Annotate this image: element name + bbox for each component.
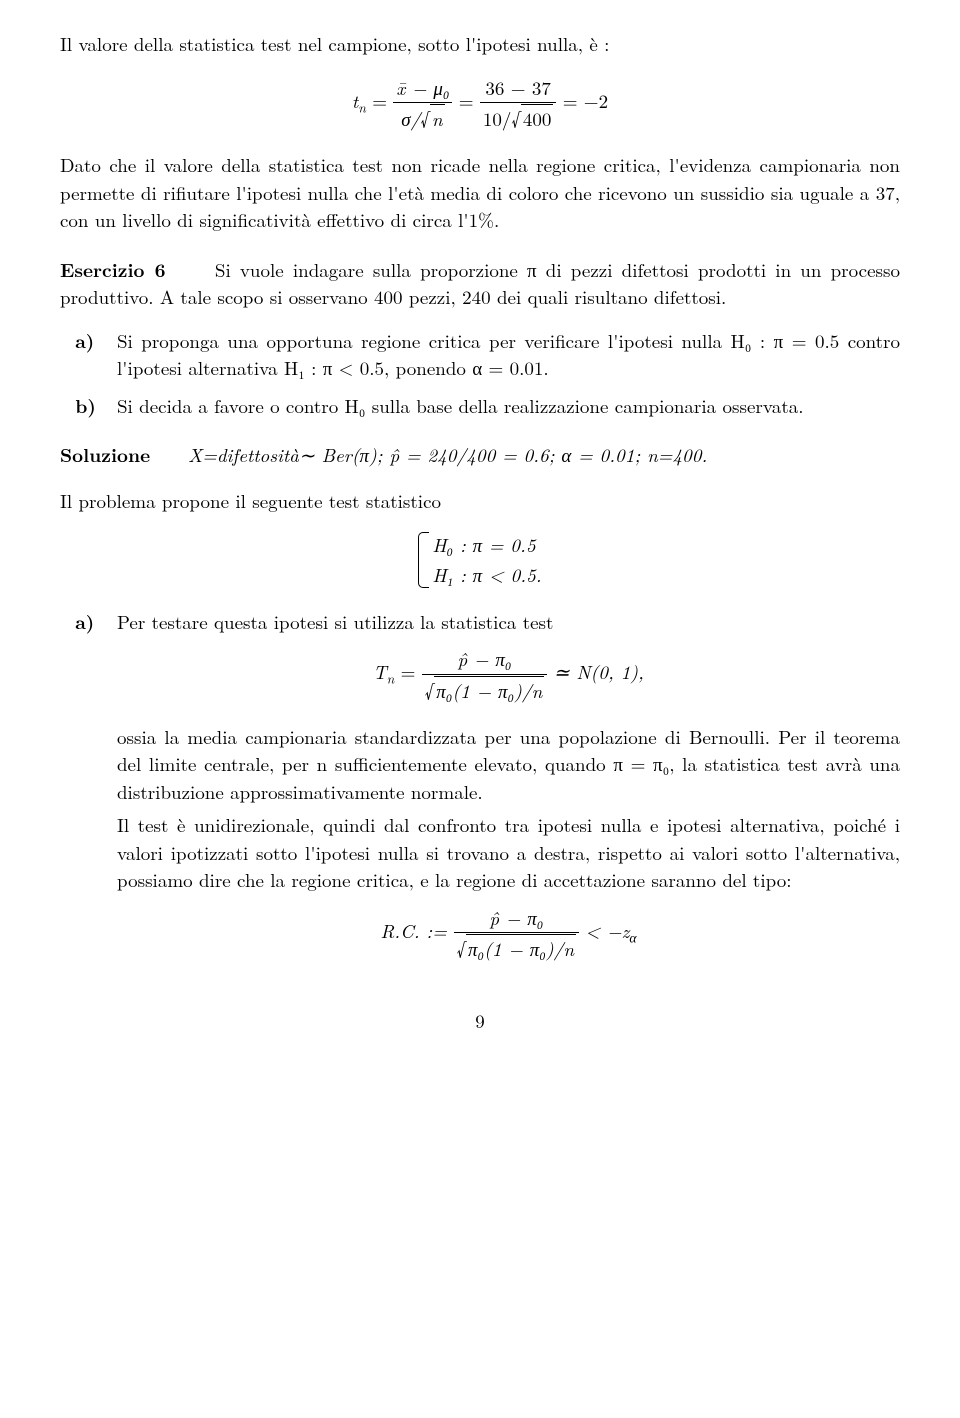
- radical-RC: [457, 935, 466, 962]
- item-a-body: Si proponga una opportuna regione critic…: [117, 327, 900, 382]
- case-h1: H₁ : π < 0.5.: [432, 560, 541, 590]
- frac-Tn: p̂ − π₀ π₀(1 − π₀)/n: [422, 645, 548, 704]
- frac2-den-pre: 10/: [483, 105, 512, 132]
- esercizio-block: Esercizio 6 Si vuole indagare sulla prop…: [60, 256, 900, 311]
- cases-eq: H₀ : π = 0.5 H₁ : π < 0.5.: [60, 530, 900, 589]
- sol-a-lead: Per testare questa ipotesi si utilizza l…: [117, 608, 553, 635]
- frac2-den: 10/400: [480, 103, 556, 133]
- eq-Tn-eq: =: [394, 658, 421, 685]
- item-b: b) Si decida a favore o contro H₀ sulla …: [60, 392, 900, 420]
- item-b-body: Si decida a favore o contro H₀ sulla bas…: [117, 392, 900, 420]
- eq-RC-lhs: R.C. :=: [380, 917, 453, 944]
- frac-RC-den-in: π₀(1 − π₀)/n: [466, 934, 576, 962]
- eq-Tn-approx: ≃ N(0, 1),: [554, 658, 644, 685]
- frac-Tn-den-in: π₀(1 − π₀)/n: [434, 676, 544, 704]
- frac-RC-num: p̂ − π₀: [454, 904, 580, 934]
- sol-a-para2: Il test è unidirezionale, quindi dal con…: [117, 811, 900, 894]
- esercizio-text: Si vuole indagare sulla proporzione π di…: [60, 256, 900, 311]
- item-a: a) Si proponga una opportuna regione cri…: [60, 327, 900, 382]
- eq-RC-sub: α: [629, 928, 636, 947]
- soluzione-block: Soluzione X=difettosità∼ Ber(π); p̂ = 24…: [60, 441, 900, 469]
- eq-tn-rhs: = −2: [563, 86, 608, 113]
- eq-RC-lt: < −z: [585, 917, 629, 944]
- frac-Tn-den: π₀(1 − π₀)/n: [422, 675, 548, 705]
- intro-para2: Dato che il valore della statistica test…: [60, 151, 900, 234]
- radical-Tn: [425, 677, 434, 704]
- frac1-den-pre: σ/: [401, 105, 420, 132]
- sol-a-marker: a): [60, 608, 117, 982]
- soluzione-label: Soluzione: [60, 440, 150, 468]
- sol-a: a) Per testare questa ipotesi si utilizz…: [60, 608, 900, 982]
- eq-Tn-T: T: [373, 658, 387, 685]
- frac-1: x̄ − μ₀ σ/n: [393, 74, 452, 133]
- case-h0: H₀ : π = 0.5: [432, 530, 541, 560]
- frac-2: 36 − 37 10/400: [480, 74, 556, 133]
- frac1-num: x̄ − μ₀: [393, 74, 452, 104]
- soluzione-text: X=difettosità∼ Ber(π); p̂ = 240/400 = 0.…: [188, 441, 707, 468]
- test-intro: Il problema propone il seguente test sta…: [60, 487, 900, 515]
- frac-Tn-num: p̂ − π₀: [422, 645, 548, 675]
- eq-tn-eq1: =: [366, 86, 393, 113]
- cases-brace: H₀ : π = 0.5 H₁ : π < 0.5.: [418, 530, 541, 589]
- frac1-den-rad: n: [430, 104, 445, 132]
- radical-2: [511, 105, 520, 132]
- sol-a-para1: ossia la media campionaria standardizzat…: [117, 723, 900, 806]
- eq-tn-eq2: =: [459, 86, 480, 113]
- radical-1: [420, 105, 429, 132]
- eq-RC: R.C. := p̂ − π₀ π₀(1 − π₀)/n < −zα: [117, 904, 900, 963]
- frac-RC-den: π₀(1 − π₀)/n: [454, 933, 580, 963]
- frac1-den: σ/n: [393, 103, 452, 133]
- page-number: 9: [60, 1007, 900, 1035]
- item-b-marker: b): [60, 392, 117, 420]
- sol-a-body: Per testare questa ipotesi si utilizza l…: [117, 608, 900, 982]
- equation-tn: tn = x̄ − μ₀ σ/n = 36 − 37 10/400 = −2: [60, 74, 900, 133]
- frac2-num: 36 − 37: [480, 74, 556, 104]
- frac2-den-rad: 400: [521, 104, 554, 132]
- frac-RC: p̂ − π₀ π₀(1 − π₀)/n: [454, 904, 580, 963]
- esercizio-label: Esercizio 6: [60, 255, 166, 283]
- item-a-marker: a): [60, 327, 117, 382]
- intro-line: Il valore della statistica test nel camp…: [60, 30, 900, 58]
- eq-Tn: Tn = p̂ − π₀ π₀(1 − π₀)/n ≃ N(0, 1),: [117, 645, 900, 704]
- eq-tn-sub: n: [358, 97, 366, 116]
